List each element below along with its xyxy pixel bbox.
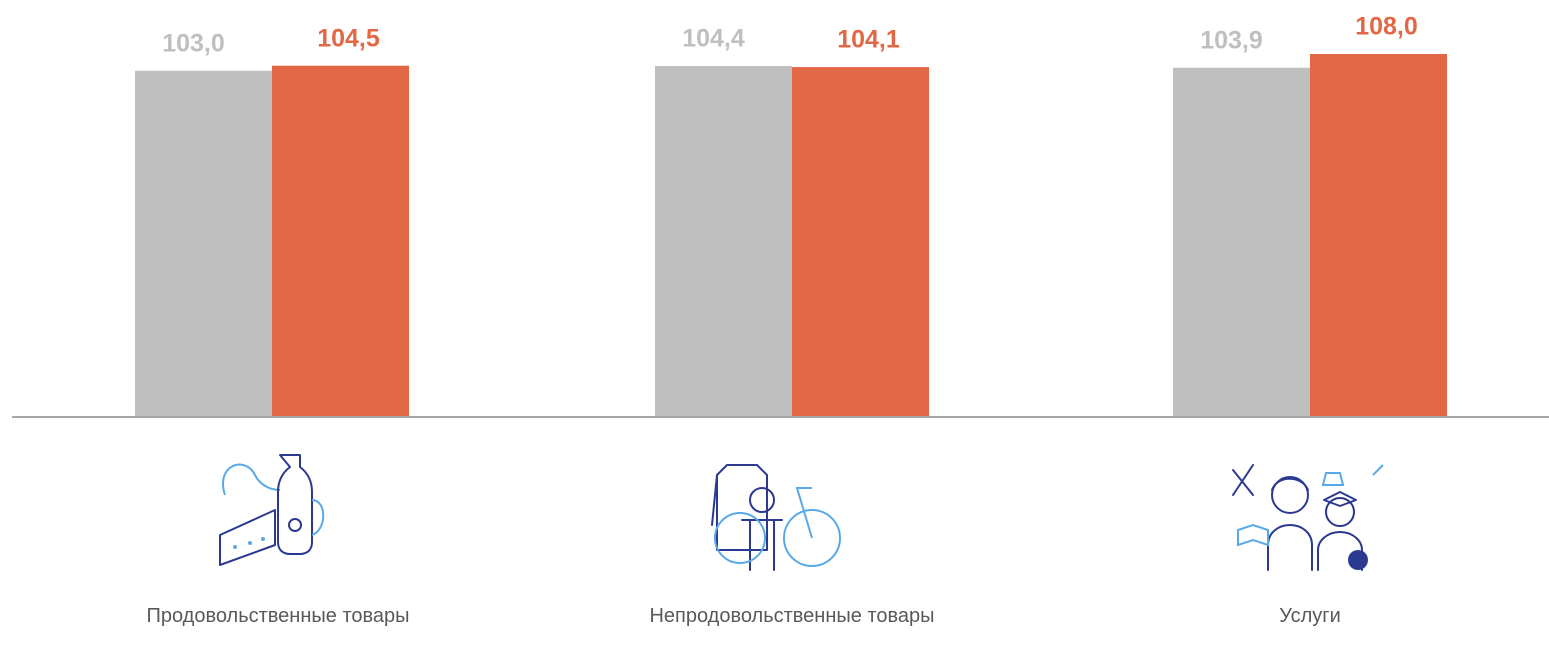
goods-icon <box>712 465 840 570</box>
services-icon <box>1233 465 1383 570</box>
category-label: Услуги <box>1150 600 1470 633</box>
value-label: 108,0 <box>1355 13 1418 41</box>
bar <box>1173 68 1310 416</box>
bar <box>792 67 929 416</box>
bar <box>272 66 409 416</box>
category-label: Продовольственные товары <box>118 600 438 633</box>
value-label: 104,4 <box>682 25 745 53</box>
value-label: 103,9 <box>1200 26 1263 54</box>
value-label: 103,0 <box>162 29 225 57</box>
bar <box>1310 54 1447 416</box>
value-label: 104,1 <box>837 26 900 54</box>
bar <box>655 66 792 416</box>
chart: 103,0 104,4 103,9 104,5 104,1 108,0 Продоволь… <box>0 0 1549 663</box>
food-icon <box>220 455 323 565</box>
value-label: 104,5 <box>317 24 380 52</box>
chart-svg: 103,0 104,4 103,9 104,5 104,1 108,0 <box>0 0 1549 663</box>
bar <box>135 71 272 416</box>
category-label: Непродовольственные товары <box>632 600 952 633</box>
